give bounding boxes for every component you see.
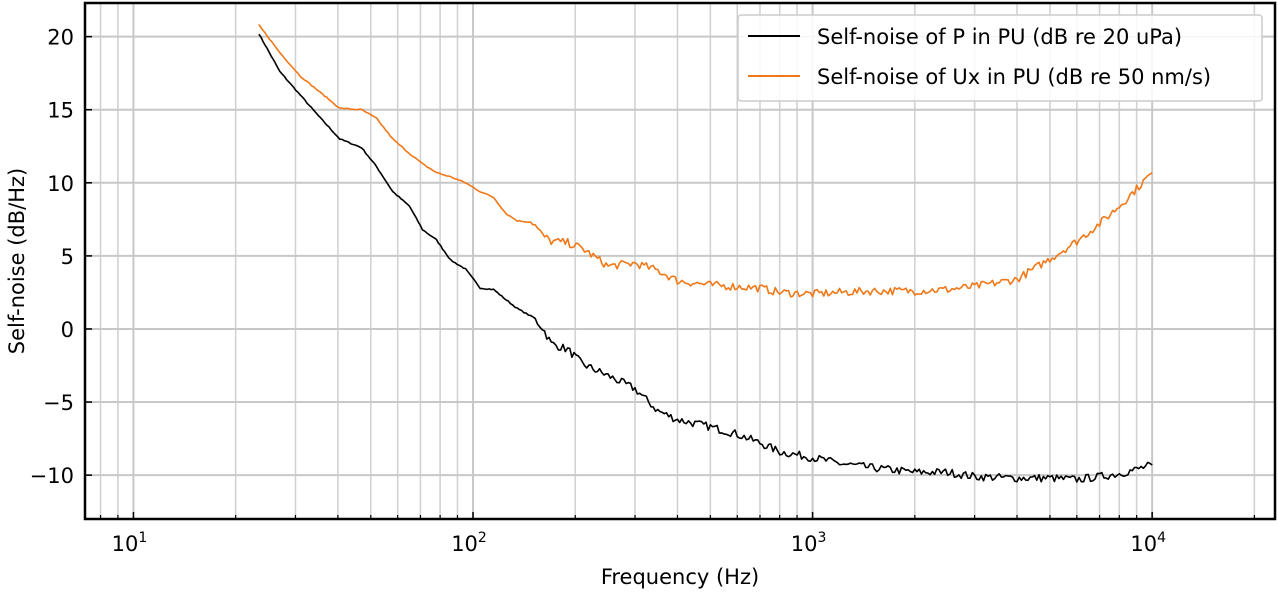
y-tick-label: 15	[47, 99, 74, 123]
legend-label-ux: Self-noise of Ux in PU (dB re 50 nm/s)	[817, 65, 1211, 89]
x-tick-label: 101	[112, 530, 148, 556]
y-tick-label: −5	[43, 391, 74, 415]
x-tick-exponent: 2	[478, 530, 487, 546]
y-tick-label: 5	[61, 245, 74, 269]
series-layer	[258, 23, 1153, 483]
x-tick-exponent: 1	[138, 530, 147, 546]
legend: Self-noise of P in PU (dB re 20 uPa) Sel…	[737, 14, 1263, 102]
y-tick-label: −10	[30, 464, 74, 488]
plot-frame	[83, 1, 1277, 521]
x-tick-label: 102	[451, 530, 487, 556]
legend-box	[737, 14, 1263, 102]
x-tick-exponent: 4	[1157, 530, 1166, 546]
legend-label-p: Self-noise of P in PU (dB re 20 uPa)	[817, 25, 1182, 49]
y-tick-label: 10	[47, 172, 74, 196]
series-line-ux	[258, 23, 1153, 298]
grid-layer	[85, 3, 1275, 519]
y-tick-label: 0	[61, 318, 74, 342]
y-axis-title: Self-noise (dB/Hz)	[5, 168, 29, 354]
tick-layer: 101 102 103 104 20 15 10 5 0 −5 −10	[30, 26, 1255, 556]
series-line-p	[258, 33, 1153, 483]
x-tick-label: 104	[1130, 530, 1166, 556]
x-axis-title: Frequency (Hz)	[601, 565, 759, 589]
x-tick-exponent: 3	[817, 530, 826, 546]
y-tick-label: 20	[47, 26, 74, 50]
x-tick-label: 103	[791, 530, 827, 556]
